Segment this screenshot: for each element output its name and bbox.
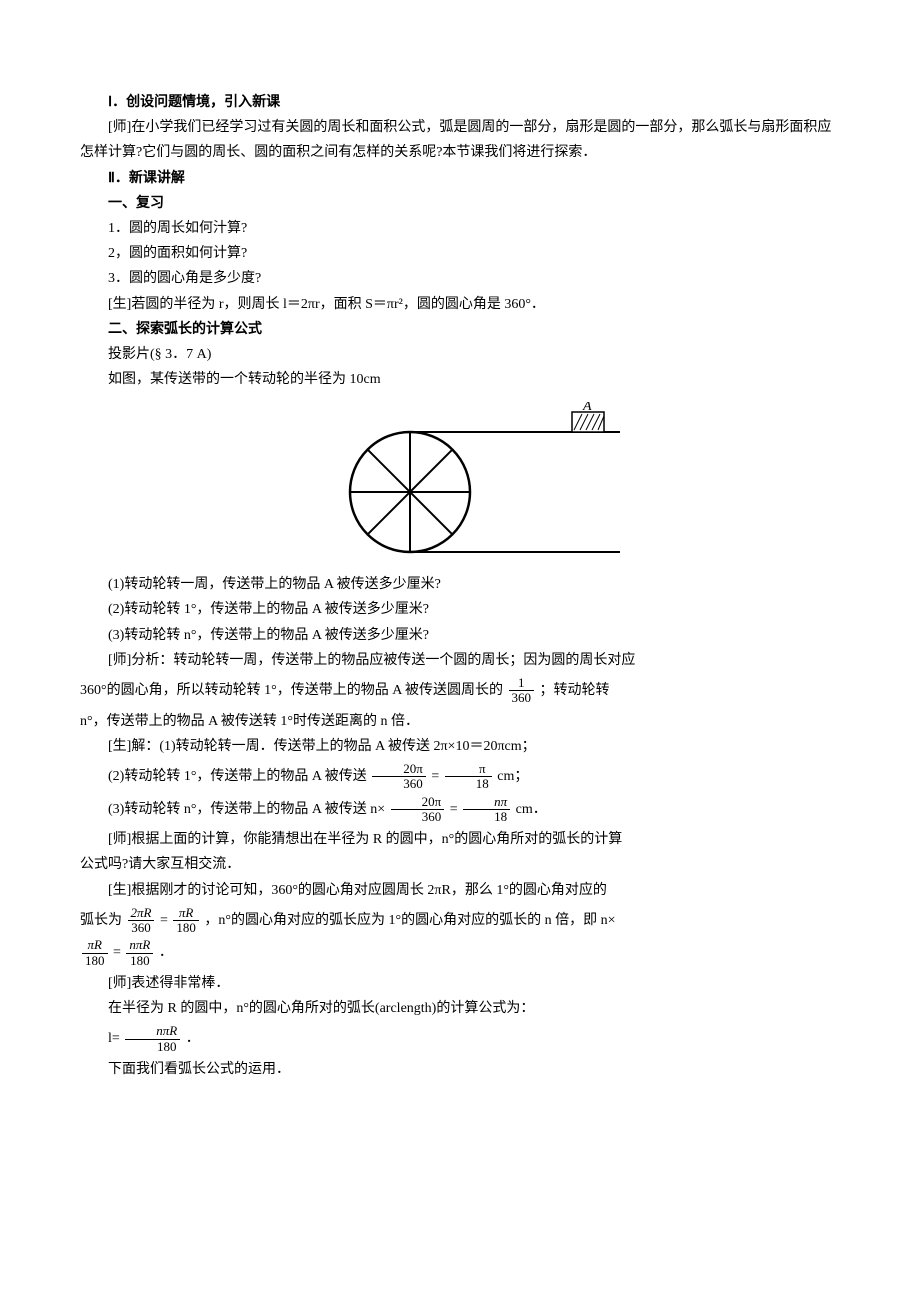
student-discuss-line3: πR 180 = nπR 180 ． [80,938,840,968]
student-sol-3: (3)转动轮转 n°，传送带上的物品 A 被传送 n× 20π 360 = nπ… [80,795,840,825]
frac-1-360: 1 360 [509,676,535,706]
equals-1: = [431,769,442,784]
formula-post: ． [186,1031,200,1046]
teacher-ask-line1: [师]根据上面的计算，你能猜想出在半径为 R 的圆中，n°的圆心角所对的弧长的计… [80,827,840,852]
student-discuss-line1: [生]根据刚才的讨论可知，360°的圆心角对应圆周长 2πR，那么 1°的圆心角… [80,878,840,903]
closing-line: 下面我们看弧长公式的运用． [80,1057,840,1082]
wheel-svg: A [320,402,660,562]
section1-para: [师]在小学我们已经学习过有关圆的周长和面积公式，弧是圆周的一部分，扇形是圆的一… [80,115,840,165]
sol2-pre: (2)转动轮转 1°，传送带上的物品 A 被传送 [108,769,367,784]
frac-20pi-360b: 20π 360 [391,795,445,825]
review-answer: [生]若圆的半径为 r，则周长 l＝2πr，面积 S＝πr²，圆的圆心角是 36… [80,292,840,317]
frac-piR-180: πR 180 [173,906,199,936]
figure-intro: 如图，某传送带的一个转动轮的半径为 10cm [80,367,840,392]
figure-q1: (1)转动轮转一周，传送带上的物品 A 被传送多少厘米? [80,572,840,597]
analysis-b-pre: 360°的圆心角，所以转动轮转 1°，传送带上的物品 A 被传送圆周长的 [80,683,503,698]
frac-npi-18: nπ 18 [463,795,510,825]
review-q1: 1．圆的周长如何汁算? [80,216,840,241]
arc-length-formula: l= nπR 180 ． [80,1024,840,1054]
conveyor-wheel-figure: A [80,402,840,562]
equals-3: = [160,913,171,928]
review-q3: 3．圆的圆心角是多少度? [80,266,840,291]
sub-b-heading: 二、探索弧长的计算公式 [80,317,840,342]
section1-heading: Ⅰ．创设问题情境，引入新课 [80,90,840,115]
student-discuss-line2: 弧长为 2πR 360 = πR 180 ，n°的圆心角对应的弧长应为 1°的圆… [80,906,840,936]
frac-piR-180b: πR 180 [82,938,108,968]
frac-20pi-360: 20π 360 [372,762,426,792]
frac-2piR-360: 2πR 360 [128,906,155,936]
frac-npiR-180b: nπR 180 [125,1024,180,1054]
figure-q2: (2)转动轮转 1°，传送带上的物品 A 被传送多少厘米? [80,597,840,622]
sol2-post: cm； [497,769,528,784]
disc-b-post: ，n°的圆心角对应的弧长应为 1°的圆心角对应的弧长的 n 倍，即 n× [204,913,615,928]
disc-b-pre: 弧长为 [80,913,122,928]
student-sol-2: (2)转动轮转 1°，传送带上的物品 A 被传送 20π 360 = π 18 … [80,762,840,792]
teacher-praise: [师]表述得非常棒． [80,971,840,996]
projection-label: 投影片(§ 3．7 A) [80,342,840,367]
frac-npiR-180: nπR 180 [126,938,153,968]
sub-a-heading: 一、复习 [80,191,840,216]
sol3-pre: (3)转动轮转 n°，传送带上的物品 A 被传送 n× [108,802,385,817]
disc-c-post: ． [159,945,173,960]
figure-q3: (3)转动轮转 n°，传送带上的物品 A 被传送多少厘米? [80,623,840,648]
block-label: A [582,402,592,414]
review-q2: 2，圆的面积如何计算? [80,241,840,266]
equals-2: = [450,802,461,817]
teacher-analysis-line1: [师]分析：转动轮转一周，传送带上的物品应被传送一个圆的周长；因为圆的周长对应 [80,648,840,673]
analysis-b-post: ；转动轮转 [540,683,610,698]
section2-heading: Ⅱ．新课讲解 [80,166,840,191]
teacher-ask-line2: 公式吗?请大家互相交流． [80,852,840,877]
document-page: Ⅰ．创设问题情境，引入新课 [师]在小学我们已经学习过有关圆的周长和面积公式，弧… [0,0,920,1162]
teacher-analysis-line2: 360°的圆心角，所以转动轮转 1°，传送带上的物品 A 被传送圆周长的 1 3… [80,676,840,706]
student-sol-1: [生]解：(1)转动轮转一周．传送带上的物品 A 被传送 2π×10＝20πcm… [80,734,840,759]
teacher-analysis-line3: n°，传送带上的物品 A 被传送转 1°时传送距离的 n 倍． [80,709,840,734]
sol3-post: cm． [516,802,547,817]
equals-4: = [113,945,124,960]
formula-intro: 在半径为 R 的圆中，n°的圆心角所对的弧长(arclength)的计算公式为： [80,996,840,1021]
formula-pre: l= [108,1031,120,1046]
frac-pi-18: π 18 [445,762,492,792]
